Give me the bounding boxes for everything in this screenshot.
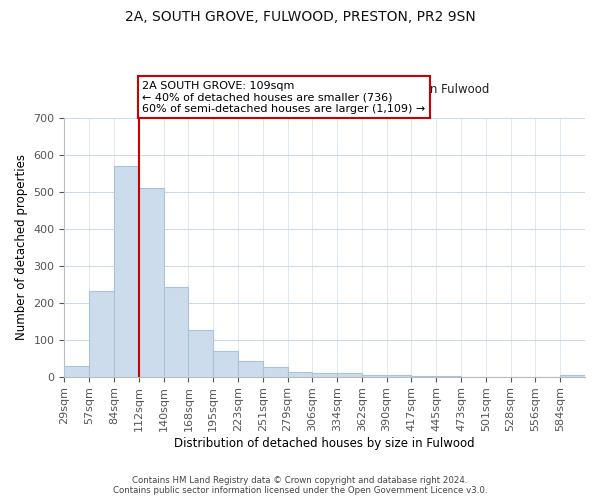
Bar <box>139 188 164 376</box>
Bar <box>114 166 139 376</box>
X-axis label: Distribution of detached houses by size in Fulwood: Distribution of detached houses by size … <box>175 437 475 450</box>
Bar <box>313 373 337 376</box>
Bar <box>64 366 89 376</box>
Text: 2A SOUTH GROVE: 109sqm
← 40% of detached houses are smaller (736)
60% of semi-de: 2A SOUTH GROVE: 109sqm ← 40% of detached… <box>142 81 425 114</box>
Bar <box>560 374 585 376</box>
Bar <box>238 360 263 376</box>
Text: 2A, SOUTH GROVE, FULWOOD, PRESTON, PR2 9SN: 2A, SOUTH GROVE, FULWOOD, PRESTON, PR2 9… <box>125 10 475 24</box>
Bar <box>188 330 213 376</box>
Bar <box>337 373 362 376</box>
Title: Size of property relative to detached houses in Fulwood: Size of property relative to detached ho… <box>160 82 490 96</box>
Bar <box>287 372 313 376</box>
Bar <box>89 291 114 376</box>
Bar <box>213 350 238 376</box>
Bar <box>263 366 287 376</box>
Y-axis label: Number of detached properties: Number of detached properties <box>15 154 28 340</box>
Bar <box>386 375 412 376</box>
Bar <box>362 375 386 376</box>
Bar <box>164 287 188 376</box>
Text: Contains HM Land Registry data © Crown copyright and database right 2024.
Contai: Contains HM Land Registry data © Crown c… <box>113 476 487 495</box>
